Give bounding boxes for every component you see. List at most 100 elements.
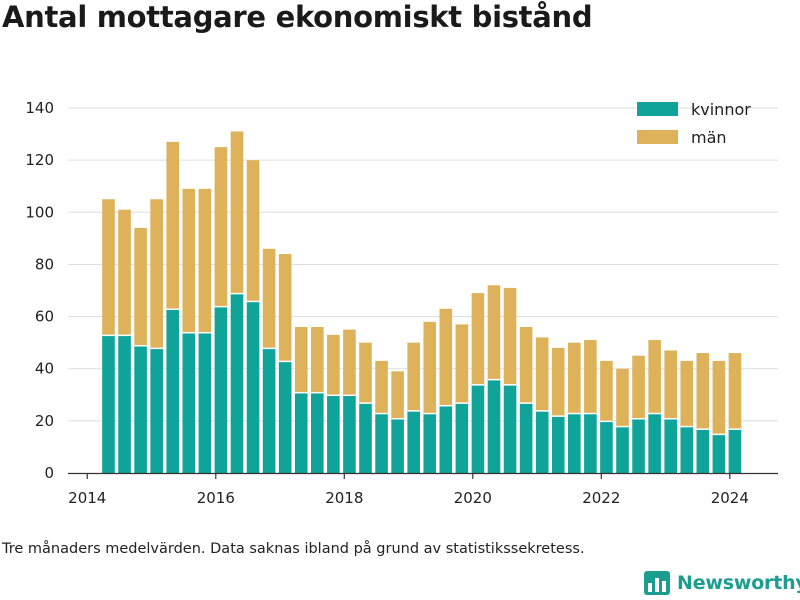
bar-man [648, 340, 661, 414]
bar-kvinnor [102, 334, 115, 473]
bar-kvinnor [519, 402, 533, 473]
bar-man [487, 285, 501, 380]
legend-swatch-0 [637, 102, 678, 116]
bar-kvinnor [359, 402, 372, 473]
bar-man [278, 254, 292, 361]
bar-kvinnor [375, 413, 388, 473]
legend: kvinnor män [637, 100, 751, 147]
bar-man [166, 141, 180, 309]
bar-kvinnor [311, 392, 324, 473]
bar-man [551, 347, 565, 416]
x-tick-label: 2018 [325, 489, 363, 507]
bar-man [343, 329, 356, 395]
bar-chart-logo-icon [644, 571, 670, 595]
bar-man [423, 321, 437, 414]
y-tick-label: 60 [35, 308, 54, 326]
bar-kvinnor [551, 415, 565, 473]
bar-kvinnor [150, 347, 163, 473]
bar-man [118, 209, 131, 335]
bar-man [503, 287, 517, 385]
bar-kvinnor [664, 418, 677, 473]
bar-kvinnor [391, 418, 404, 473]
bar-man [150, 199, 163, 348]
x-tick-label: 2014 [68, 489, 106, 507]
bar-man [311, 327, 324, 393]
brand-name: Newsworthy [677, 572, 800, 594]
bar-kvinnor [134, 345, 147, 473]
bar-kvinnor [182, 332, 196, 473]
y-tick-label: 120 [25, 151, 54, 169]
bar-man [182, 188, 196, 333]
bar-man [407, 342, 420, 411]
bar-man [230, 131, 244, 294]
bar-kvinnor [568, 413, 581, 473]
bar-man [134, 227, 147, 346]
bar-man [519, 327, 533, 403]
bar-man [214, 147, 228, 307]
bar-kvinnor [728, 428, 742, 473]
bars [102, 131, 742, 473]
bar-kvinnor [343, 394, 356, 473]
bar-kvinnor [294, 392, 308, 473]
bar-kvinnor [455, 402, 469, 473]
bar-man [294, 327, 308, 393]
newsworthy-logo[interactable]: Newsworthy [644, 568, 800, 598]
bar-man [327, 334, 340, 395]
x-axis: 2014 2016 2018 2020 2022 2024 [68, 472, 778, 507]
bar-kvinnor [487, 379, 501, 473]
chart-title: Antal mottagare ekonomiskt bistånd [2, 0, 593, 34]
bar-kvinnor [696, 428, 710, 473]
bar-man [455, 324, 469, 403]
bar-man [375, 360, 388, 414]
y-tick-label: 80 [35, 255, 54, 273]
bar-kvinnor [198, 332, 212, 473]
bar-kvinnor [600, 420, 613, 473]
bar-man [471, 293, 485, 385]
bar-kvinnor [214, 306, 228, 473]
bar-man [600, 360, 613, 421]
bar-kvinnor [712, 433, 726, 473]
bar-man [198, 188, 212, 333]
y-tick-label: 40 [35, 360, 54, 378]
bar-man [568, 342, 581, 414]
bar-kvinnor [439, 405, 453, 473]
bar-man [439, 308, 453, 406]
bar-kvinnor [118, 334, 131, 473]
bar-man [359, 342, 372, 403]
bar-man [246, 160, 260, 301]
bar-kvinnor [278, 360, 292, 473]
y-tick-label: 0 [44, 464, 54, 482]
x-tick-label: 2022 [582, 489, 620, 507]
bar-man [664, 350, 677, 419]
bar-man [728, 353, 742, 429]
bar-man [680, 360, 694, 427]
bar-kvinnor [535, 410, 549, 473]
bar-kvinnor [616, 426, 629, 473]
bar-man [584, 340, 597, 414]
bar-kvinnor [648, 413, 661, 473]
bar-man [102, 199, 115, 335]
bar-man [616, 368, 629, 427]
legend-swatch-1 [637, 130, 678, 144]
y-axis-labels: 0 20 40 60 80 100 120 140 [25, 99, 54, 482]
y-tick-label: 20 [35, 412, 54, 430]
bar-man [535, 337, 549, 411]
legend-label-1: män [691, 128, 727, 147]
y-tick-label: 140 [25, 99, 54, 117]
bar-kvinnor [503, 384, 517, 473]
footnote: Tre månaders medelvärden. Data saknas ib… [2, 541, 585, 557]
bar-kvinnor [584, 413, 597, 473]
bar-kvinnor [423, 413, 437, 473]
bar-kvinnor [230, 293, 244, 473]
bar-kvinnor [246, 300, 260, 473]
x-tick-label: 2020 [454, 489, 492, 507]
bar-kvinnor [471, 384, 485, 473]
bar-kvinnor [262, 347, 276, 473]
bar-kvinnor [632, 418, 645, 473]
bar-man [712, 360, 726, 434]
y-tick-label: 100 [25, 203, 54, 221]
bar-man [696, 353, 710, 429]
bar-man [391, 371, 404, 419]
bar-kvinnor [166, 308, 180, 473]
